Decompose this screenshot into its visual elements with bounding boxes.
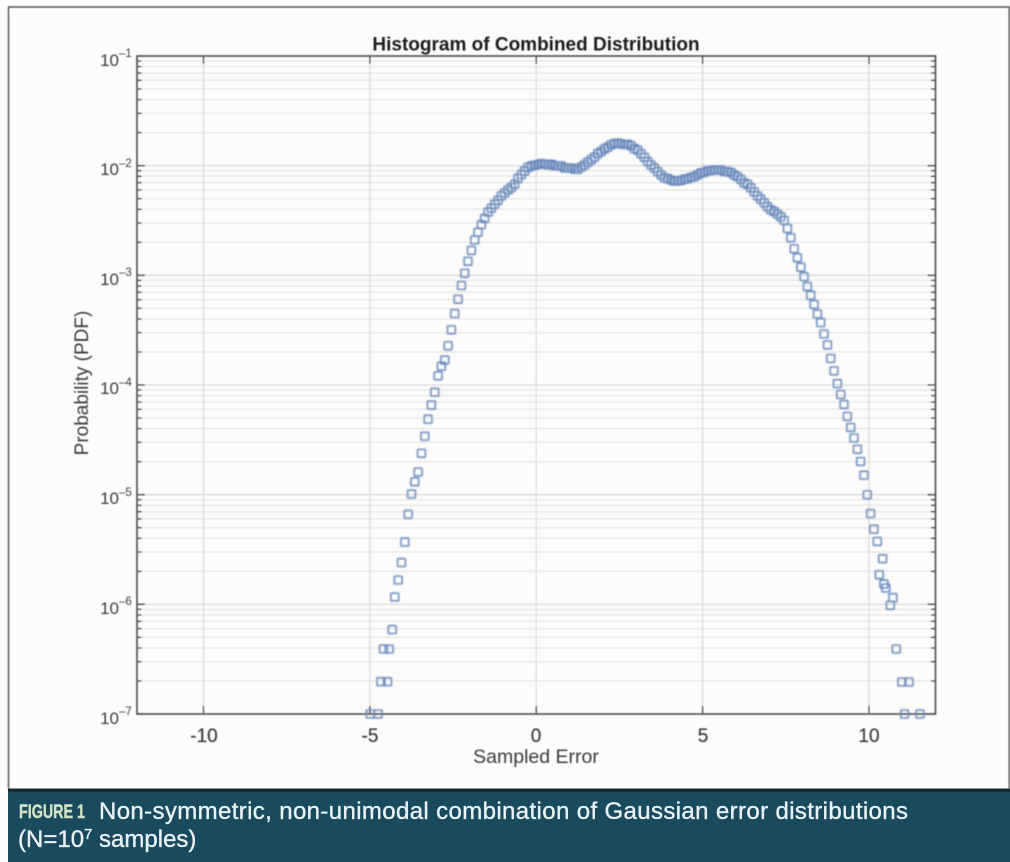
svg-text:10: 10 — [100, 160, 119, 179]
svg-text:Non-symmetric, non-unimodal co: Non-symmetric, non-unimodal combination … — [99, 798, 908, 825]
svg-text:–7: –7 — [119, 706, 132, 718]
svg-text:–6: –6 — [119, 596, 132, 608]
svg-text:10: 10 — [100, 379, 119, 398]
svg-text:–3: –3 — [119, 267, 132, 279]
svg-text:(N=107 samples): (N=107 samples) — [18, 826, 196, 853]
svg-text:10: 10 — [100, 270, 119, 289]
svg-text:–1: –1 — [119, 48, 132, 60]
svg-text:10: 10 — [100, 709, 119, 728]
svg-text:FIGURE 1: FIGURE 1 — [19, 802, 85, 823]
svg-text:10: 10 — [100, 51, 119, 70]
svg-text:–4: –4 — [119, 377, 132, 389]
svg-text:10: 10 — [100, 599, 119, 618]
svg-text:–5: –5 — [119, 487, 132, 499]
svg-text:Histogram of Combined Distribu: Histogram of Combined Distribution — [372, 35, 699, 56]
svg-text:-5: -5 — [362, 726, 379, 747]
svg-text:-10: -10 — [190, 726, 217, 747]
svg-text:Probability (PDF): Probability (PDF) — [72, 311, 93, 456]
svg-text:Sampled Error: Sampled Error — [473, 746, 599, 768]
svg-text:10: 10 — [100, 489, 119, 508]
svg-text:5: 5 — [698, 726, 709, 747]
svg-text:–2: –2 — [119, 158, 132, 170]
svg-text:10: 10 — [858, 726, 879, 747]
svg-text:0: 0 — [531, 726, 542, 747]
